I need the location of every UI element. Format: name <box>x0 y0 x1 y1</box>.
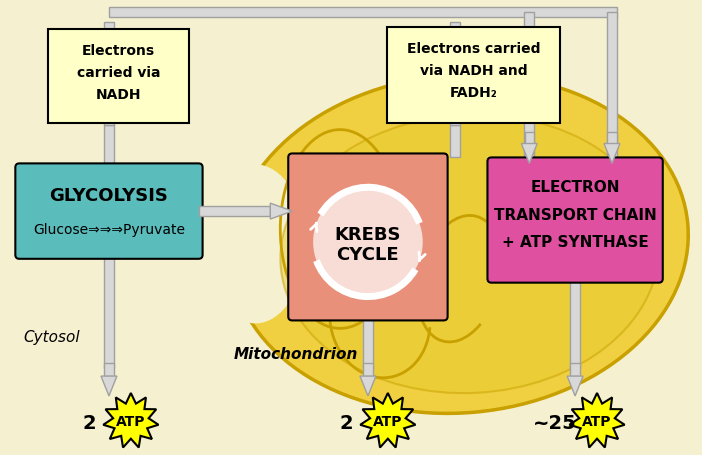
Bar <box>570 279 580 369</box>
Ellipse shape <box>231 75 688 414</box>
Polygon shape <box>522 144 537 164</box>
Text: GLYCOLYSIS: GLYCOLYSIS <box>50 187 168 205</box>
Bar <box>607 13 617 172</box>
Text: NADH: NADH <box>95 88 141 101</box>
Text: via NADH and: via NADH and <box>420 64 527 78</box>
Ellipse shape <box>206 165 305 324</box>
Polygon shape <box>101 376 117 396</box>
Polygon shape <box>270 204 292 220</box>
Bar <box>449 125 460 158</box>
Bar <box>109 8 617 18</box>
Text: Cytosol: Cytosol <box>23 329 80 344</box>
Text: Electrons carried: Electrons carried <box>406 42 541 56</box>
Polygon shape <box>567 376 583 396</box>
Ellipse shape <box>280 115 658 393</box>
FancyBboxPatch shape <box>387 28 560 123</box>
FancyBboxPatch shape <box>104 364 114 376</box>
Text: Mitochondrion: Mitochondrion <box>234 346 358 361</box>
Polygon shape <box>360 376 376 396</box>
Bar <box>524 13 534 172</box>
Bar <box>363 317 373 369</box>
Circle shape <box>313 188 423 297</box>
FancyBboxPatch shape <box>524 132 534 144</box>
Text: + ATP SYNTHASE: + ATP SYNTHASE <box>502 235 649 250</box>
Text: Glucose⇒⇒⇒Pyruvate: Glucose⇒⇒⇒Pyruvate <box>33 222 185 237</box>
Text: ATP: ATP <box>582 414 611 428</box>
FancyBboxPatch shape <box>363 364 373 376</box>
Text: ATP: ATP <box>116 414 145 428</box>
Polygon shape <box>360 393 416 448</box>
Text: ELECTRON: ELECTRON <box>530 179 620 194</box>
Text: ATP: ATP <box>373 414 403 428</box>
Bar <box>104 255 114 369</box>
Bar <box>104 125 114 168</box>
Text: ~25: ~25 <box>534 414 577 432</box>
Polygon shape <box>569 393 625 448</box>
Text: Electrons: Electrons <box>82 44 155 58</box>
Text: 2: 2 <box>82 414 96 432</box>
Bar <box>449 23 460 125</box>
FancyBboxPatch shape <box>607 132 617 144</box>
Polygon shape <box>604 144 620 164</box>
FancyBboxPatch shape <box>48 30 189 123</box>
Text: 2: 2 <box>339 414 353 432</box>
Bar <box>104 23 114 125</box>
Text: CYCLE: CYCLE <box>337 245 399 263</box>
Text: carried via: carried via <box>77 66 160 80</box>
Text: KREBS: KREBS <box>335 226 401 243</box>
FancyBboxPatch shape <box>15 164 203 259</box>
FancyBboxPatch shape <box>570 364 580 376</box>
FancyBboxPatch shape <box>289 154 448 321</box>
Text: TRANSPORT CHAIN: TRANSPORT CHAIN <box>494 207 656 222</box>
Polygon shape <box>103 393 159 448</box>
FancyBboxPatch shape <box>199 207 270 217</box>
Text: FADH₂: FADH₂ <box>450 86 498 100</box>
FancyBboxPatch shape <box>487 158 663 283</box>
